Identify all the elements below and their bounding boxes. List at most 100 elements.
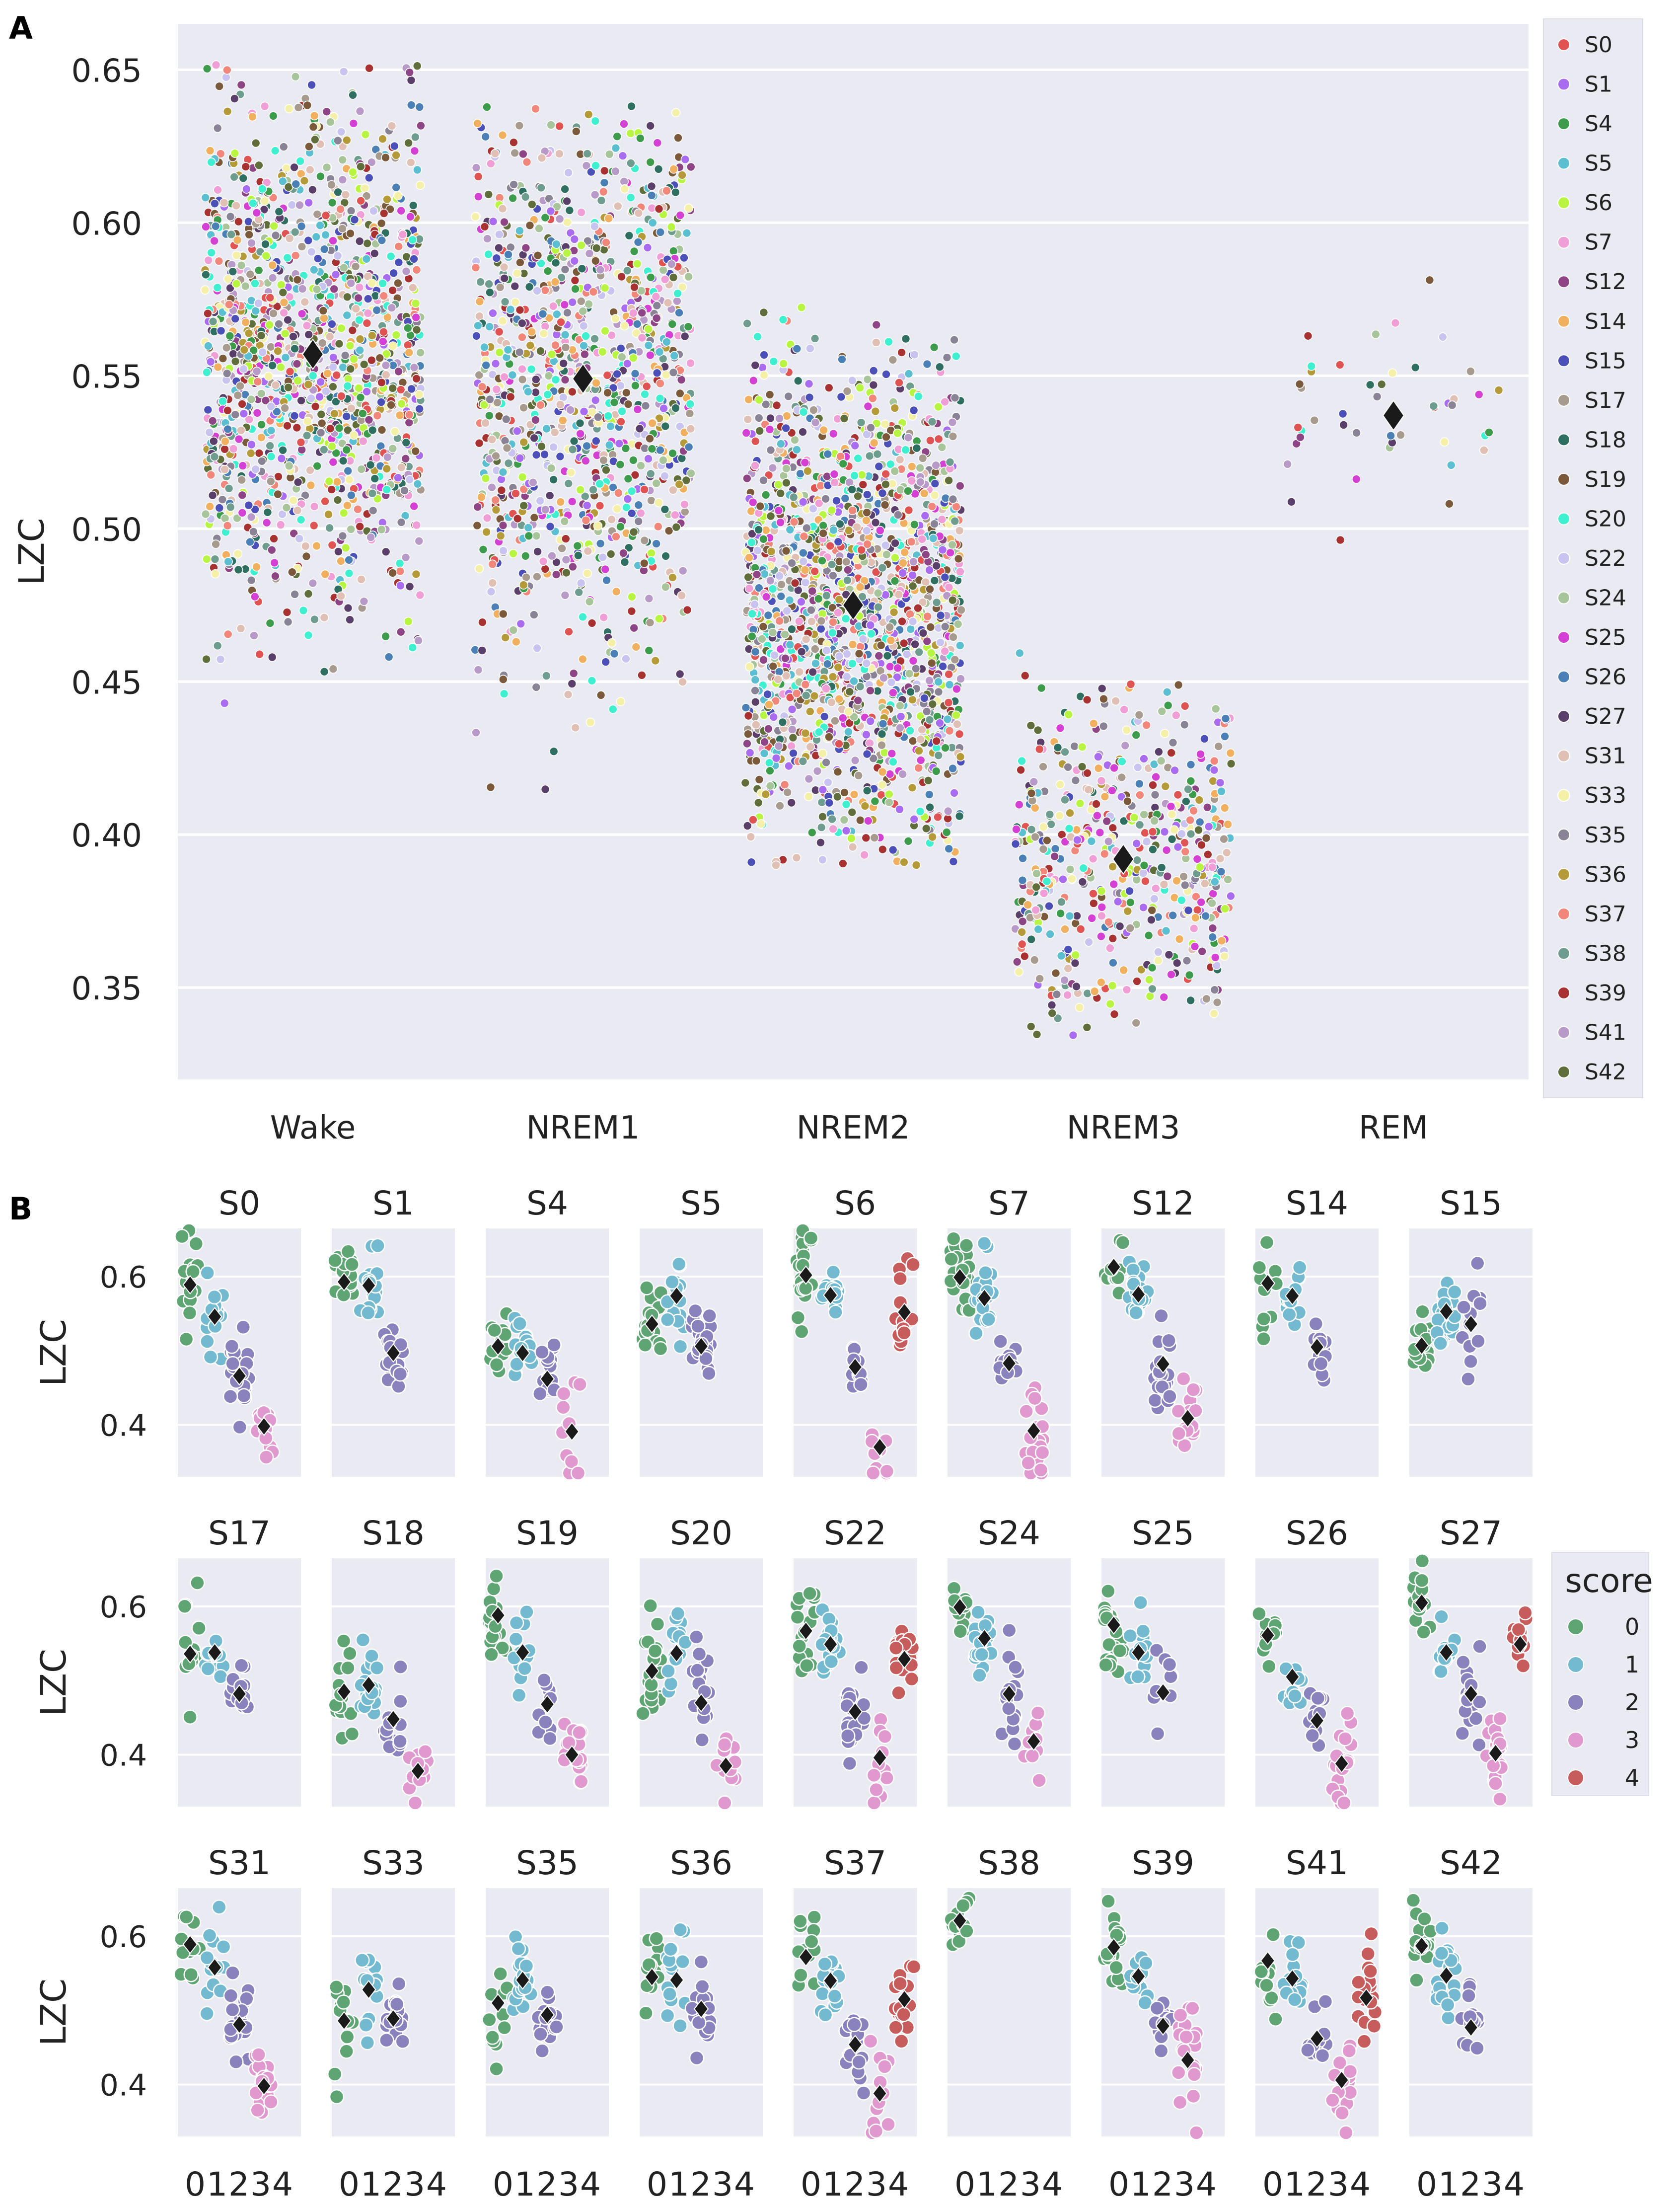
panel-a-point bbox=[366, 355, 376, 365]
panel-a-point bbox=[296, 515, 306, 525]
panel-a-point bbox=[220, 437, 230, 446]
panel-a-point bbox=[1219, 834, 1229, 844]
panel-a-point bbox=[955, 567, 965, 577]
panel-a-point bbox=[847, 485, 857, 494]
panel-a-point bbox=[895, 723, 905, 733]
panel-a-point bbox=[319, 667, 329, 677]
panel-a-point bbox=[908, 695, 917, 704]
panel-a-point bbox=[845, 687, 855, 696]
panel-a-point bbox=[492, 384, 502, 394]
panel-a-point bbox=[1180, 701, 1190, 711]
panel-a-point bbox=[832, 496, 841, 506]
panel-a-point bbox=[319, 612, 329, 622]
panel-a-point bbox=[777, 580, 786, 589]
panel-a-point bbox=[1217, 786, 1226, 796]
panel-a-point bbox=[926, 622, 936, 632]
panel-a-point bbox=[546, 463, 556, 473]
panel-a-point bbox=[470, 212, 480, 222]
panel-a-point bbox=[1079, 863, 1088, 873]
panel-a-point bbox=[309, 111, 319, 121]
panel-a-point bbox=[356, 161, 365, 171]
panel-a-point bbox=[498, 316, 508, 326]
panel-a-point bbox=[328, 353, 338, 362]
panel-a-point bbox=[1094, 763, 1103, 773]
panel-a-point bbox=[233, 390, 243, 400]
panel-a-legend-swatch bbox=[1557, 1026, 1570, 1039]
panel-a-point bbox=[388, 286, 397, 295]
panel-a-legend-swatch bbox=[1557, 156, 1570, 170]
panel-a-point bbox=[269, 308, 278, 318]
panel-a-point bbox=[292, 423, 302, 433]
panel-a-point bbox=[521, 572, 531, 582]
panel-a-legend-label: S15 bbox=[1585, 348, 1626, 374]
panel-b-point bbox=[188, 1236, 204, 1252]
panel-a-point bbox=[928, 832, 937, 842]
panel-a-point bbox=[509, 625, 518, 635]
panel-a-point bbox=[954, 811, 964, 821]
panel-a-point bbox=[909, 557, 918, 567]
panel-a-point bbox=[810, 566, 819, 576]
panel-a-point bbox=[782, 606, 792, 616]
panel-a-point bbox=[1183, 784, 1193, 794]
panel-a-point bbox=[1177, 896, 1186, 905]
panel-a-point bbox=[779, 359, 788, 369]
panel-a-point bbox=[809, 405, 818, 415]
panel-a-point bbox=[684, 272, 693, 282]
panel-a-point bbox=[393, 278, 403, 288]
panel-a-point bbox=[743, 415, 753, 424]
panel-a-point bbox=[599, 178, 609, 188]
panel-a-point bbox=[379, 209, 389, 218]
panel-a-point bbox=[899, 857, 909, 867]
panel-a-point bbox=[598, 552, 608, 562]
panel-a-point bbox=[382, 485, 392, 495]
panel-a-point bbox=[853, 454, 863, 463]
panel-a-point bbox=[895, 805, 904, 814]
panel-a-point bbox=[1030, 955, 1039, 965]
panel-a-point bbox=[494, 229, 504, 239]
panel-a-point bbox=[1479, 445, 1489, 455]
panel-a-point bbox=[324, 476, 334, 486]
panel-a-point bbox=[915, 807, 925, 816]
panel-a-point bbox=[1169, 825, 1179, 835]
panel-a-point bbox=[506, 392, 515, 402]
panel-a-point bbox=[908, 616, 918, 626]
panel-a-point bbox=[1222, 848, 1232, 857]
panel-a-point bbox=[568, 387, 577, 397]
panel-a-legend-label: S5 bbox=[1585, 151, 1612, 176]
panel-a-point bbox=[818, 749, 827, 758]
panel-a-point bbox=[245, 537, 255, 547]
panel-a-point bbox=[270, 558, 280, 568]
panel-a-point bbox=[409, 363, 419, 373]
panel-a-point bbox=[585, 717, 595, 727]
panel-a-point bbox=[508, 370, 517, 380]
panel-a-point bbox=[940, 646, 950, 656]
panel-a-point bbox=[1161, 926, 1171, 936]
panel-a-point bbox=[759, 307, 769, 317]
panel-a-point bbox=[483, 234, 492, 243]
panel-a-point bbox=[1283, 459, 1292, 469]
panel-a-point bbox=[1084, 785, 1094, 794]
panel-a-point bbox=[1042, 876, 1052, 886]
panel-a-point bbox=[876, 640, 886, 650]
panel-a-point bbox=[937, 515, 947, 524]
panel-a-point bbox=[521, 551, 530, 561]
panel-a-point bbox=[214, 256, 224, 266]
panel-a-point bbox=[339, 263, 349, 273]
panel-a-point bbox=[609, 649, 619, 659]
panel-a-point bbox=[1226, 759, 1236, 768]
panel-a-point bbox=[266, 452, 276, 461]
panel-a-point bbox=[559, 359, 568, 368]
panel-a-point bbox=[774, 480, 783, 490]
panel-a-point bbox=[1151, 884, 1161, 893]
panel-a-point bbox=[1160, 827, 1169, 836]
panel-a-point bbox=[787, 558, 797, 568]
panel-a-point bbox=[487, 482, 497, 492]
panel-a-point bbox=[414, 636, 423, 645]
panel-a-point bbox=[1131, 730, 1141, 740]
panel-a-point bbox=[202, 554, 212, 564]
panel-a-point bbox=[903, 486, 913, 496]
panel-a-point bbox=[622, 388, 631, 397]
panel-a-point bbox=[828, 617, 838, 627]
panel-a-point bbox=[393, 191, 403, 201]
panel-a-point bbox=[811, 659, 820, 668]
